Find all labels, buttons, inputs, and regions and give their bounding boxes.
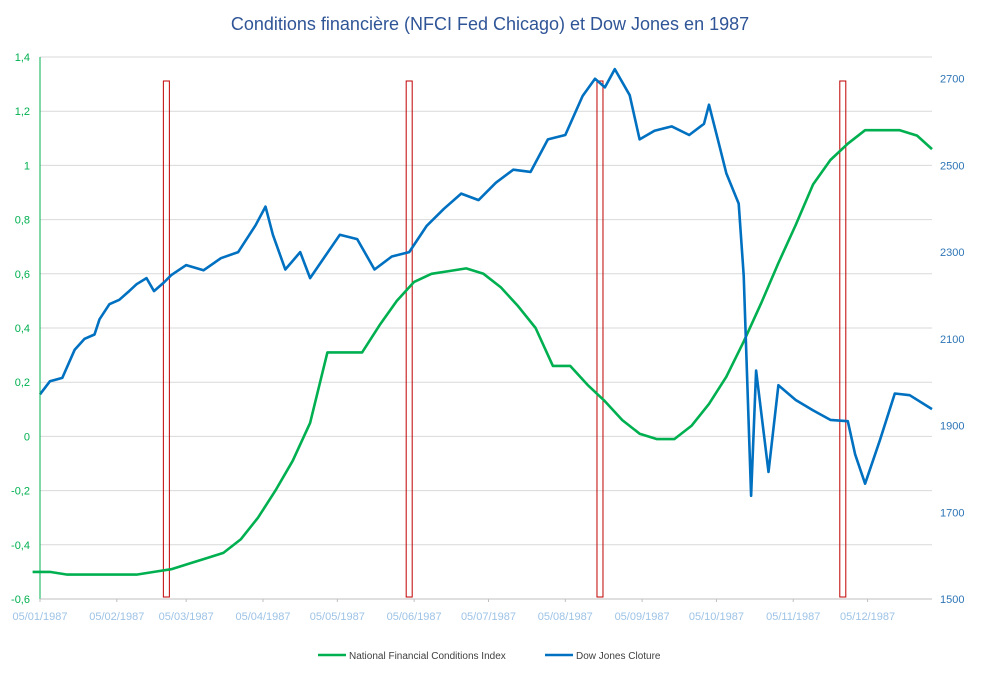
x-tick-label: 05/11/1987: [766, 611, 820, 623]
y-left-tick-label: 1,4: [15, 52, 30, 64]
y-left-tick-label: 1,2: [15, 106, 30, 118]
highlight-box: [405, 80, 413, 598]
x-tick-label: 05/02/1987: [89, 611, 144, 623]
x-tick-label: 05/01/1987: [12, 611, 67, 623]
legend-label: Dow Jones Cloture: [576, 651, 661, 662]
grid-layer: [40, 56, 932, 600]
y-right-tick-label: 1700: [940, 507, 964, 519]
y-left-tick-label: 0,4: [15, 323, 30, 335]
y-right-tick-label: 1500: [940, 594, 964, 606]
x-tick-label: 05/05/1987: [310, 611, 365, 623]
y-left-tick-label: 0: [24, 431, 30, 443]
y-right-tick-label: 1900: [940, 421, 964, 433]
y-right-tick-label: 2500: [940, 160, 964, 172]
x-tick-label: 05/12/1987: [840, 611, 895, 623]
y-left-tick-label: -0,2: [11, 486, 30, 498]
highlight-box: [839, 80, 847, 598]
axis-layer: -0,6 -0,4 -0,2 0 0,2 0,4 0,6 0,8 1 1,2 1,4 1500 1700…: [11, 52, 964, 623]
x-tick-label: 05/09/1987: [615, 611, 670, 623]
dow-jones-series-line: [38, 67, 933, 498]
chart-title: Conditions financière (NFCI Fed Chicago)…: [231, 14, 749, 34]
series-layer: [32, 67, 933, 576]
x-tick-label: 05/03/1987: [159, 611, 214, 623]
highlight-box: [162, 80, 170, 598]
x-tick-label: 05/08/1987: [538, 611, 593, 623]
nfci-series-line: [32, 128, 933, 576]
y-left-tick-label: -0,6: [11, 594, 30, 606]
x-tick-label: 05/07/1987: [461, 611, 516, 623]
legend: National Financial Conditions Index Dow J…: [318, 651, 661, 662]
y-left-tick-label: 0,8: [15, 215, 30, 227]
x-tick-label: 05/06/1987: [387, 611, 442, 623]
y-left-tick-label: -0,4: [11, 540, 30, 552]
y-right-tick-label: 2300: [940, 247, 964, 259]
y-right-tick-label: 2700: [940, 74, 964, 86]
y-left-tick-label: 0,2: [15, 377, 30, 389]
highlight-box: [596, 80, 604, 598]
x-tick-label: 05/04/1987: [235, 611, 290, 623]
y-right-tick-label: 2100: [940, 334, 964, 346]
x-tick-label: 05/10/1987: [689, 611, 744, 623]
y-left-tick-label: 1: [24, 160, 30, 172]
y-left-tick-label: 0,6: [15, 269, 30, 281]
legend-label: National Financial Conditions Index: [349, 651, 506, 662]
highlight-layer: [162, 80, 847, 598]
